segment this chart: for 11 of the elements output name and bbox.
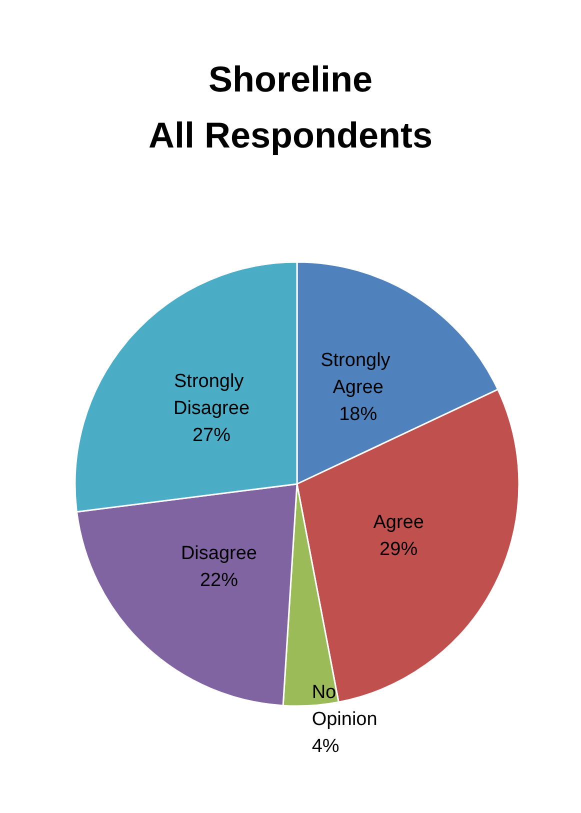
data-label: 27% — [192, 425, 231, 446]
data-label: 29% — [380, 538, 418, 560]
data-label: 4% — [312, 736, 340, 758]
chart-title: Shoreline All Respondents — [148, 58, 433, 156]
slice-label: Strongly Disagree — [173, 371, 250, 420]
data-label: 18% — [339, 404, 378, 426]
slice-label: Agree — [373, 512, 424, 533]
slice-label: No Opinion — [312, 682, 378, 730]
slice-label: Disagree — [180, 543, 257, 564]
slice-label: Strongly Agree — [320, 350, 396, 398]
data-label: 22% — [200, 570, 238, 592]
